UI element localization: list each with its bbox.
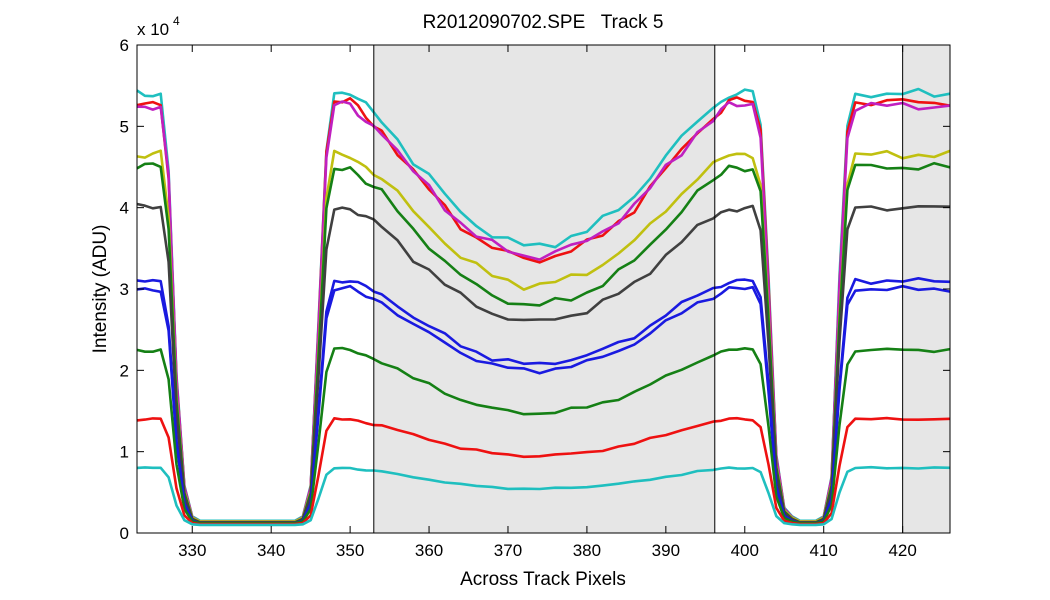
x-tick-label: 380 bbox=[573, 541, 601, 560]
y-axis-label: Intensity (ADU) bbox=[90, 225, 111, 354]
y-tick-label: 0 bbox=[120, 524, 129, 543]
x-axis-ticks: 330 340 350 360 370 380 390 400 410 420 bbox=[178, 45, 917, 560]
y-multiplier-exponent: 4 bbox=[173, 14, 180, 28]
x-tick-label: 400 bbox=[731, 541, 759, 560]
shaded-regions bbox=[373, 45, 950, 533]
y-multiplier-label: x 10 bbox=[137, 20, 169, 39]
x-tick-label: 390 bbox=[652, 541, 680, 560]
y-tick-label: 3 bbox=[120, 280, 129, 299]
vertical-markers bbox=[373, 45, 904, 533]
x-tick-label: 330 bbox=[178, 541, 206, 560]
x-axis-label: Across Track Pixels bbox=[460, 569, 626, 590]
x-tick-label: 420 bbox=[888, 541, 916, 560]
chart-title: R2012090702.SPE Track 5 bbox=[423, 12, 664, 33]
x-tick-label: 410 bbox=[810, 541, 838, 560]
y-tick-label: 1 bbox=[120, 443, 129, 462]
x-tick-label: 340 bbox=[257, 541, 285, 560]
y-tick-label: 4 bbox=[120, 199, 129, 218]
y-tick-label: 2 bbox=[120, 361, 129, 380]
x-tick-label: 360 bbox=[415, 541, 443, 560]
y-tick-label: 5 bbox=[120, 117, 129, 136]
shaded-region-1 bbox=[373, 45, 715, 533]
x-tick-label: 350 bbox=[336, 541, 364, 560]
y-tick-label: 6 bbox=[120, 36, 129, 55]
y-axis-ticks: 0 1 2 3 4 5 6 bbox=[120, 36, 950, 543]
series-line-cyan-lower bbox=[136, 465, 951, 527]
x-tick-label: 370 bbox=[494, 541, 522, 560]
series-layer bbox=[136, 87, 951, 527]
